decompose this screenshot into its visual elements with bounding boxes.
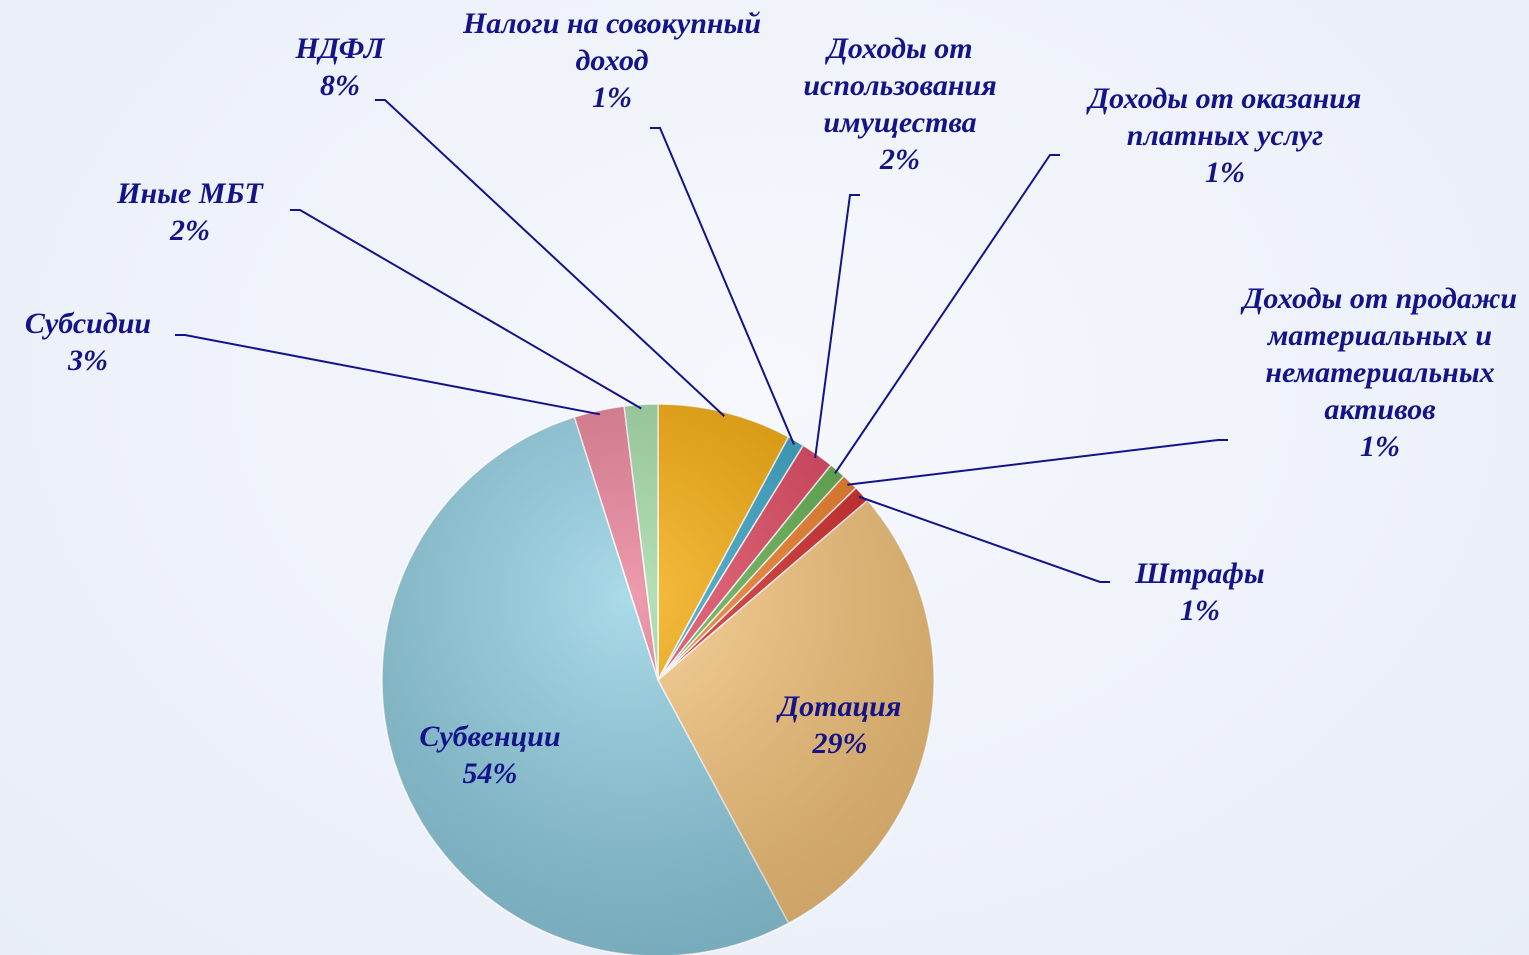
slice-label: Иные МБТ 2% xyxy=(90,175,290,249)
slice-label: Штрафы 1% xyxy=(1100,555,1300,629)
leader-line xyxy=(847,439,1228,486)
slice-label: Налоги на совокупный доход 1% xyxy=(462,5,762,116)
leader-line xyxy=(650,127,795,445)
slice-label: Доходы от оказания платных услуг 1% xyxy=(1060,80,1390,191)
slice-label: Доходы от продажи материальных и нематер… xyxy=(1225,280,1529,465)
leader-line xyxy=(290,209,642,410)
slice-label: НДФЛ 8% xyxy=(240,30,440,104)
value-label: 2% xyxy=(880,143,920,176)
value-label: 2% xyxy=(170,214,210,247)
slice-label: Доходы от использования имущества 2% xyxy=(770,30,1030,178)
slice-label: Субсидии 3% xyxy=(0,305,178,379)
category-name: Дотация xyxy=(778,690,902,723)
value-label: 1% xyxy=(1180,594,1220,627)
value-label: 54% xyxy=(462,757,518,790)
category-name: НДФЛ xyxy=(295,32,385,65)
value-label: 8% xyxy=(320,69,360,102)
value-label: 1% xyxy=(1205,156,1245,189)
slice-label: Субвенции 54% xyxy=(370,718,610,792)
value-label: 1% xyxy=(1360,430,1400,463)
value-label: 29% xyxy=(812,727,868,760)
leader-line xyxy=(858,495,1110,583)
category-name: Доходы от использования имущества xyxy=(803,32,997,139)
leader-line xyxy=(834,154,1060,475)
category-name: Налоги на совокупный доход xyxy=(462,7,762,77)
category-name: Доходы от оказания платных услуг xyxy=(1088,82,1362,152)
category-name: Иные МБТ xyxy=(117,177,263,210)
leader-line xyxy=(175,334,600,416)
category-name: Субсидии xyxy=(24,307,152,340)
value-label: 3% xyxy=(68,344,108,377)
category-name: Субвенции xyxy=(419,720,561,753)
slice-label: Дотация 29% xyxy=(730,688,950,762)
value-label: 1% xyxy=(592,81,632,114)
category-name: Доходы от продажи материальных и нематер… xyxy=(1242,282,1518,426)
leader-line xyxy=(375,99,726,417)
category-name: Штрафы xyxy=(1135,557,1265,590)
leader-line xyxy=(814,194,860,459)
